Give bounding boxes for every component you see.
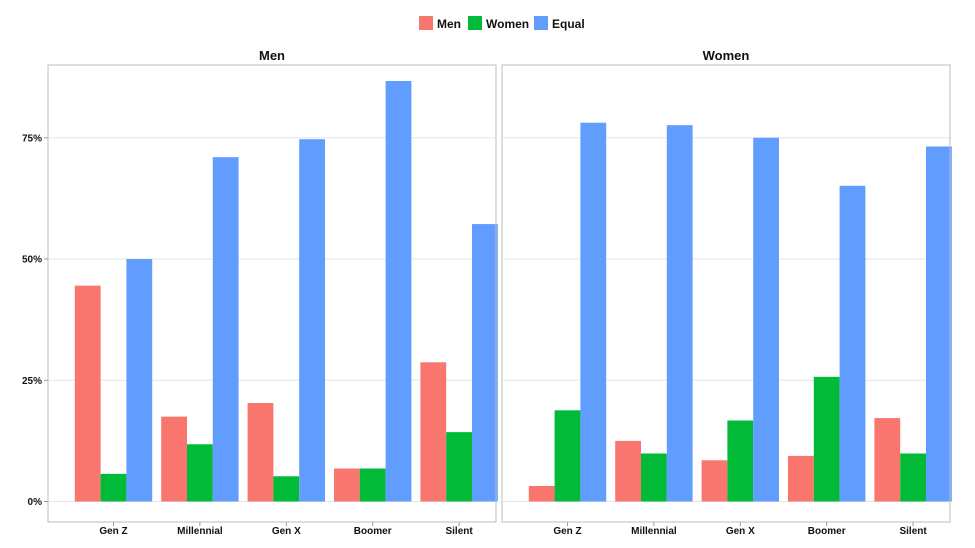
legend-item-equal: Equal bbox=[534, 16, 585, 31]
bar-group-boomer bbox=[334, 81, 412, 502]
bar-men-gen-x bbox=[701, 460, 728, 502]
x-tick-label: Gen Z bbox=[553, 526, 581, 537]
bar-women-boomer bbox=[813, 376, 840, 502]
bar-group-gen-z bbox=[528, 122, 607, 502]
bar-group-silent bbox=[420, 224, 498, 502]
bar-men-boomer bbox=[788, 455, 814, 502]
bar-group-millennial bbox=[161, 157, 239, 502]
bar-women-millennial bbox=[187, 444, 213, 502]
bar-equal-gen-x bbox=[299, 139, 325, 502]
bar-women-gen-z bbox=[100, 473, 127, 502]
bar-group-gen-x bbox=[701, 137, 779, 502]
bar-group-silent bbox=[874, 146, 952, 502]
y-tick-label: 50% bbox=[22, 255, 42, 266]
legend-swatch-men bbox=[419, 16, 433, 30]
y-tick-label: 75% bbox=[22, 133, 42, 144]
bar-women-boomer bbox=[359, 468, 386, 502]
bar-men-millennial bbox=[161, 416, 187, 502]
bar-men-silent bbox=[420, 362, 447, 502]
bar-women-gen-x bbox=[273, 476, 300, 502]
bar-men-millennial bbox=[615, 440, 641, 502]
bar-equal-boomer bbox=[385, 81, 412, 502]
bar-men-boomer bbox=[334, 468, 360, 502]
x-tick-label: Silent bbox=[445, 526, 473, 537]
bar-equal-boomer bbox=[839, 185, 866, 502]
bar-equal-millennial bbox=[666, 125, 693, 502]
legend-label-women: Women bbox=[486, 17, 529, 31]
x-tick-label: Millennial bbox=[177, 526, 223, 537]
bar-equal-silent bbox=[472, 224, 498, 502]
bar-equal-silent bbox=[926, 146, 952, 502]
bar-men-gen-z bbox=[528, 485, 555, 502]
bar-men-gen-x bbox=[247, 403, 274, 502]
bar-men-silent bbox=[874, 418, 901, 502]
y-axis: 0% 25% 50% 75% bbox=[22, 133, 48, 508]
bar-men-gen-z bbox=[74, 285, 101, 502]
x-tick-label: Gen Z bbox=[99, 526, 127, 537]
bar-women-millennial bbox=[641, 453, 667, 502]
bar-equal-gen-z bbox=[580, 122, 607, 502]
bar-women-gen-z bbox=[554, 410, 581, 502]
x-tick-label: Boomer bbox=[808, 526, 846, 537]
bar-group-gen-x bbox=[247, 139, 325, 502]
panel-frame bbox=[47, 64, 497, 523]
panel-frame bbox=[501, 64, 951, 523]
panel-women: Women Gen Z Millennial Gen X Boomer Silent bbox=[501, 48, 952, 537]
legend: Men Women Equal bbox=[419, 16, 585, 31]
legend-swatch-women bbox=[468, 16, 482, 30]
x-tick-label: Millennial bbox=[631, 526, 677, 537]
bar-women-silent bbox=[900, 453, 926, 502]
y-tick-label: 25% bbox=[22, 376, 42, 387]
bar-group-gen-z bbox=[74, 259, 153, 502]
panel-men: Men Gen Z Millennial Gen X Boomer Silent bbox=[47, 48, 498, 537]
legend-swatch-equal bbox=[534, 16, 548, 30]
legend-item-men: Men bbox=[419, 16, 461, 31]
x-tick-label: Silent bbox=[899, 526, 927, 537]
x-tick-label: Gen X bbox=[272, 526, 301, 537]
bar-group-millennial bbox=[615, 125, 693, 502]
x-tick-label: Boomer bbox=[354, 526, 392, 537]
legend-label-men: Men bbox=[437, 17, 461, 31]
bar-group-boomer bbox=[788, 185, 866, 502]
bar-equal-gen-x bbox=[753, 137, 779, 502]
panel-title: Men bbox=[259, 48, 285, 63]
panel-title: Women bbox=[703, 48, 750, 63]
bar-women-silent bbox=[446, 432, 472, 502]
legend-label-equal: Equal bbox=[552, 17, 585, 31]
x-tick-label: Gen X bbox=[726, 526, 755, 537]
bar-equal-millennial bbox=[212, 157, 239, 502]
legend-item-women: Women bbox=[468, 16, 529, 31]
bar-women-gen-x bbox=[727, 420, 754, 502]
y-tick-label: 0% bbox=[28, 497, 43, 508]
bar-equal-gen-z bbox=[126, 259, 153, 502]
